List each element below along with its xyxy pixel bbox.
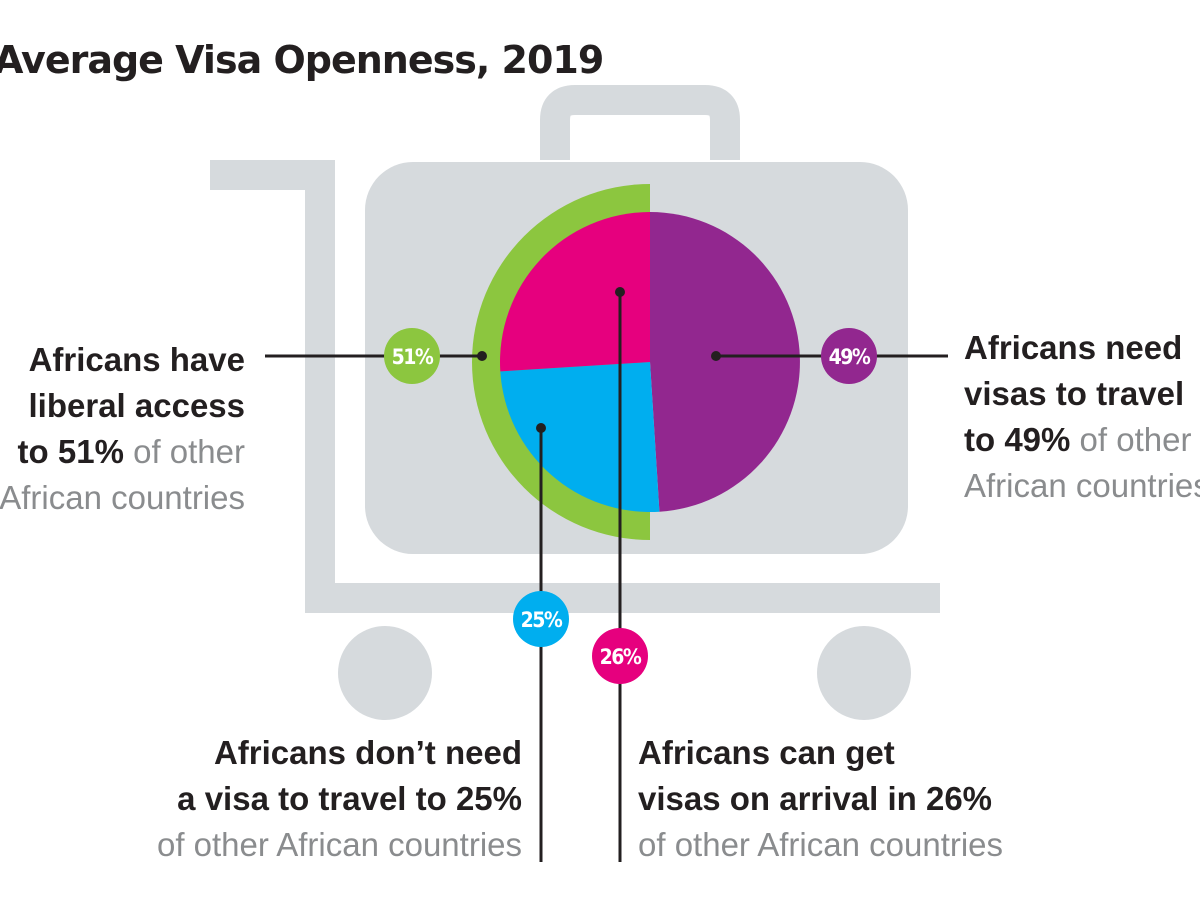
no-visa-line-1: Africans don’t need: [213, 734, 522, 771]
pie-slice-visa-on-arrival: [500, 212, 650, 372]
trolley-frame: [210, 160, 940, 613]
liberal-line-3-light: of other: [123, 433, 245, 470]
need-visa-line-4: African countries: [964, 467, 1200, 504]
bubble-visa-on-arrival-circle: [592, 628, 648, 684]
label-no-visa: Africans don’t need a visa to travel to …: [110, 730, 522, 868]
trolley-wheel-right: [817, 626, 911, 720]
bubble-liberal-access: 51%: [384, 328, 440, 384]
trolley-wheel-left: [338, 626, 432, 720]
callout-dot-need-visa: [711, 351, 721, 361]
arrival-line-3: of other African countries: [638, 826, 1004, 863]
arrival-line-2: visas on arrival in 26%: [638, 780, 993, 817]
bubble-visa-on-arrival-text: 26%: [600, 645, 642, 669]
bubble-liberal-access-circle: [384, 328, 440, 384]
label-liberal-access: Africans have liberal access to 51% of o…: [0, 337, 245, 521]
suitcase-handle: [540, 85, 740, 160]
need-visa-line-3-bold: to 49%: [964, 421, 1071, 458]
pie-slice-visa-required: [650, 212, 800, 512]
bubble-visa-required-circle: [821, 328, 877, 384]
callout-dot-liberal: [477, 351, 487, 361]
liberal-line-2: liberal access: [28, 387, 246, 424]
no-visa-line-3: of other African countries: [156, 826, 522, 863]
bubble-no-visa: 25%: [513, 591, 569, 647]
bubble-no-visa-circle: [513, 591, 569, 647]
liberal-line-1: Africans have: [28, 341, 245, 378]
bubble-visa-required-text: 49%: [829, 345, 871, 369]
bubble-liberal-access-text: 51%: [392, 345, 434, 369]
callout-dot-arrival: [615, 287, 625, 297]
need-visa-line-2: visas to travel: [964, 375, 1185, 412]
label-need-visa: Africans need visas to travel to 49% of …: [964, 325, 1200, 509]
bubble-visa-required: 49%: [821, 328, 877, 384]
liberal-line-4: African countries: [0, 479, 245, 516]
label-visa-on-arrival: Africans can get visas on arrival in 26%…: [638, 730, 1003, 868]
pie-chart: [472, 184, 800, 540]
chart-title: Average Visa Openness, 2019: [0, 38, 604, 82]
arrival-line-1: Africans can get: [638, 734, 895, 771]
liberal-line-3-bold: to 51%: [17, 433, 124, 470]
need-visa-line-1: Africans need: [964, 329, 1183, 366]
no-visa-line-2: a visa to travel to 25%: [177, 780, 522, 817]
value-bubbles: 51% 49% 25% 26%: [384, 328, 877, 684]
callout-dot-no-visa: [536, 423, 546, 433]
bubble-no-visa-text: 25%: [521, 608, 563, 632]
need-visa-line-3-light: of other: [1070, 421, 1192, 458]
bubble-visa-on-arrival: 26%: [592, 628, 648, 684]
